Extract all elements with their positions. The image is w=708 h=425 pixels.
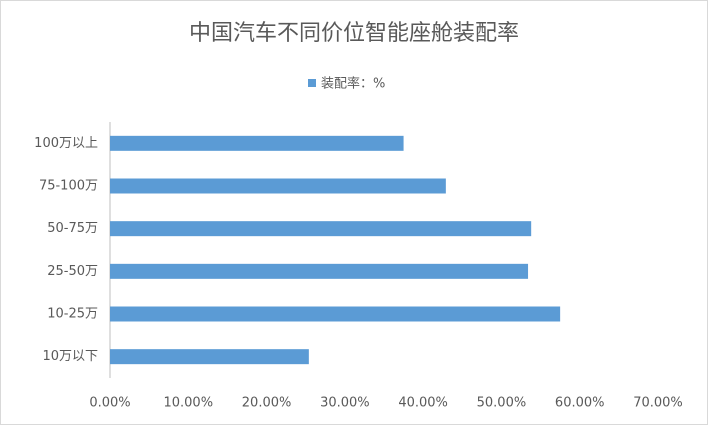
x-tick-label: 70.00% xyxy=(633,396,683,411)
bar xyxy=(110,178,446,194)
x-tick-label: 30.00% xyxy=(320,396,370,411)
x-tick-label: 20.00% xyxy=(242,396,292,411)
bar xyxy=(110,306,561,322)
y-tick-label: 75-100万 xyxy=(39,179,98,194)
x-tick-label: 60.00% xyxy=(555,396,605,411)
x-tick-label: 0.00% xyxy=(89,396,130,411)
bar xyxy=(110,135,404,151)
x-tick-label: 10.00% xyxy=(163,396,213,411)
legend-label: 装配率：% xyxy=(321,76,385,92)
x-tick-label: 50.00% xyxy=(477,396,527,411)
y-tick-label: 10-25万 xyxy=(47,307,98,322)
y-tick-label: 25-50万 xyxy=(47,264,98,279)
bar xyxy=(110,221,532,237)
y-tick-label: 10万以下 xyxy=(42,349,98,364)
x-tick-label: 40.00% xyxy=(398,396,448,411)
y-tick-label: 100万以上 xyxy=(34,136,98,151)
legend-swatch xyxy=(308,79,316,87)
chart-title: 中国汽车不同价位智能座舱装配率 xyxy=(189,21,519,46)
y-tick-label: 50-75万 xyxy=(47,221,98,236)
bar xyxy=(110,349,309,365)
bar xyxy=(110,263,529,279)
